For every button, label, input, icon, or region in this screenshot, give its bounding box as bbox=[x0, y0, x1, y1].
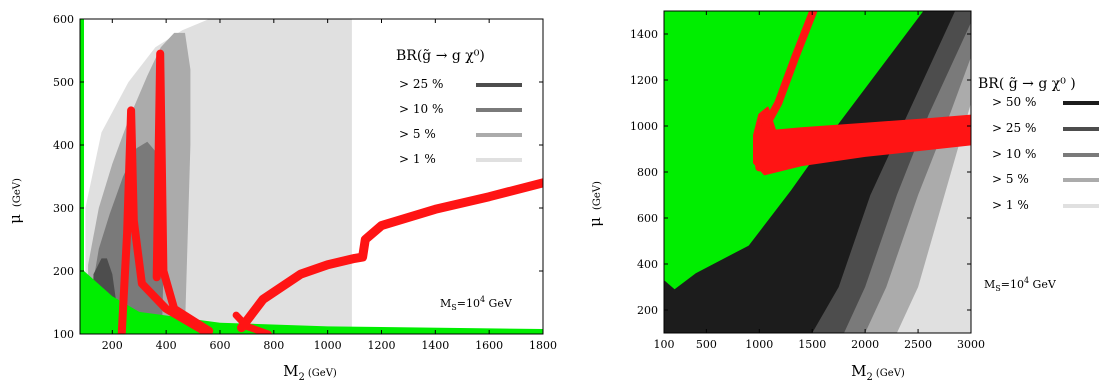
chart-right-ylabel: μ (GeV) bbox=[585, 181, 604, 227]
chart-left-legend-swatch bbox=[476, 108, 522, 112]
chart-left-legend-label: > 1 % bbox=[399, 152, 436, 166]
chart-left-legend-swatch bbox=[476, 83, 522, 87]
chart-left-ylabel-symbol: μ bbox=[6, 214, 24, 224]
chart-right-ytick-label: 600 bbox=[637, 212, 658, 225]
chart-right-ytick-label: 200 bbox=[637, 304, 658, 317]
chart-right-legend: BR( g̃ → g χ⁰ ) > 50 % > 25 % > 10 % > 5… bbox=[978, 76, 1099, 212]
chart-right-legend-label: > 50 % bbox=[992, 95, 1036, 109]
chart-right-xlabel-sub: 2 bbox=[867, 372, 873, 382]
chart-left-red-curve bbox=[232, 311, 272, 334]
chart-left-xtick-label: 1800 bbox=[529, 339, 557, 352]
chart-right-ylabel-unit: (GeV) bbox=[592, 181, 603, 210]
chart-right-legend-title: BR( g̃ → g χ⁰ ) bbox=[978, 76, 1076, 92]
chart-left-annotation: MS=104 GeV bbox=[440, 295, 513, 312]
chart-left-xtick-label: 1600 bbox=[475, 339, 503, 352]
chart-right-legend-swatch bbox=[1063, 204, 1099, 208]
chart-right-legend-swatch bbox=[1063, 153, 1099, 157]
chart-right-legend-swatch bbox=[1063, 101, 1099, 105]
chart-right-red-band bbox=[753, 106, 971, 176]
chart-left-xtick-label: 200 bbox=[102, 339, 123, 352]
chart-left-xtick-label: 400 bbox=[156, 339, 177, 352]
chart-right-legend-label: > 1 % bbox=[992, 198, 1029, 212]
chart-right-xtick-label: 2000 bbox=[851, 338, 879, 351]
chart-left-ytick-label: 100 bbox=[53, 328, 74, 341]
chart-left-legend-title: BR(g̃ → g χ⁰) bbox=[396, 48, 485, 64]
chart-left-frame bbox=[79, 18, 544, 335]
chart-right-ytick-label: 1000 bbox=[630, 120, 658, 133]
chart-left-xtick-label: 800 bbox=[263, 339, 284, 352]
chart-left-ytick-label: 400 bbox=[53, 139, 74, 152]
chart-left-plot-area bbox=[79, 18, 544, 335]
chart-right-xtick-label: 1000 bbox=[745, 338, 773, 351]
chart-left-ytick-label: 500 bbox=[53, 76, 74, 89]
chart-right-legend-label: > 10 % bbox=[992, 147, 1036, 161]
chart-right-legend-label: > 5 % bbox=[992, 172, 1029, 186]
chart-right-red-curve bbox=[755, 11, 818, 172]
chart-right-xlabel-unit: (GeV) bbox=[876, 368, 905, 379]
chart-right-annotation: MS=104 GeV bbox=[984, 276, 1057, 293]
chart-left-ytick-label: 600 bbox=[53, 13, 74, 26]
chart-right-ytick-label: 1200 bbox=[630, 74, 658, 87]
chart-left-xtick-label: 1400 bbox=[421, 339, 449, 352]
chart-left-xtick-label: 1200 bbox=[367, 339, 395, 352]
chart-right-ytick-label: 800 bbox=[637, 166, 658, 179]
chart-right-xtick-label: 500 bbox=[696, 338, 717, 351]
chart-left-legend: BR(g̃ → g χ⁰) > 25 % > 10 % > 5 % > 1 % bbox=[396, 48, 522, 166]
chart-left-ytick-label: 200 bbox=[53, 265, 74, 278]
chart-left-red-curve bbox=[152, 49, 214, 334]
chart-right-xlabel: M2 (GeV) bbox=[851, 362, 905, 382]
chart-left-red-curve bbox=[237, 178, 543, 333]
chart-right-legend-swatch bbox=[1063, 127, 1099, 131]
chart-right-xtick-label: 2500 bbox=[904, 338, 932, 351]
chart-right-legend-label: > 25 % bbox=[992, 121, 1036, 135]
chart-right-xlabel-symbol: M bbox=[851, 362, 866, 380]
chart-left-legend-label: > 5 % bbox=[399, 127, 436, 141]
chart-left-xtick-label: 600 bbox=[209, 339, 230, 352]
chart-left-xlabel-symbol: M bbox=[283, 362, 298, 380]
chart-right-xtick-label: 3000 bbox=[957, 338, 985, 351]
chart-right-xtick-label: 1500 bbox=[798, 338, 826, 351]
chart-left-legend-label: > 25 % bbox=[399, 77, 443, 91]
chart-left-ytick-label: 300 bbox=[53, 202, 74, 215]
chart-left-xlabel-sub: 2 bbox=[299, 372, 305, 382]
chart-left-xtick-label: 1000 bbox=[314, 339, 342, 352]
chart-right-ticks: 100 500 1000 1500 2000 2500 3000 200 400 600 800 10… bbox=[630, 11, 985, 351]
chart-left-xlabel: M2 (GeV) bbox=[283, 362, 337, 382]
chart-right: 100 500 1000 1500 2000 2500 3000 200 400 600 800 10… bbox=[585, 10, 1099, 382]
chart-left-xlabel-unit: (GeV) bbox=[308, 368, 337, 379]
chart-left-ticks: 200 400 600 800 1000 1200 1400 1600 1800 100 200 30… bbox=[53, 13, 557, 352]
chart-right-ylabel-symbol: μ bbox=[586, 217, 604, 227]
chart-left-legend-label: > 10 % bbox=[399, 102, 443, 116]
chart-left-ylabel-unit: (GeV) bbox=[12, 178, 23, 207]
chart-left-legend-swatch bbox=[476, 158, 522, 162]
chart-left-ylabel: μ (GeV) bbox=[5, 178, 24, 224]
chart-right-legend-swatch bbox=[1063, 178, 1099, 182]
chart-right-xtick-label: 100 bbox=[654, 338, 675, 351]
chart-right-plot-area bbox=[663, 10, 972, 334]
chart-left: 200 400 600 800 1000 1200 1400 1600 1800 100 200 30… bbox=[5, 13, 557, 382]
chart-left-red-curve bbox=[117, 106, 208, 334]
chart-right-ytick-label: 1400 bbox=[630, 28, 658, 41]
chart-left-legend-swatch bbox=[476, 133, 522, 137]
chart-right-ytick-label: 400 bbox=[637, 258, 658, 271]
